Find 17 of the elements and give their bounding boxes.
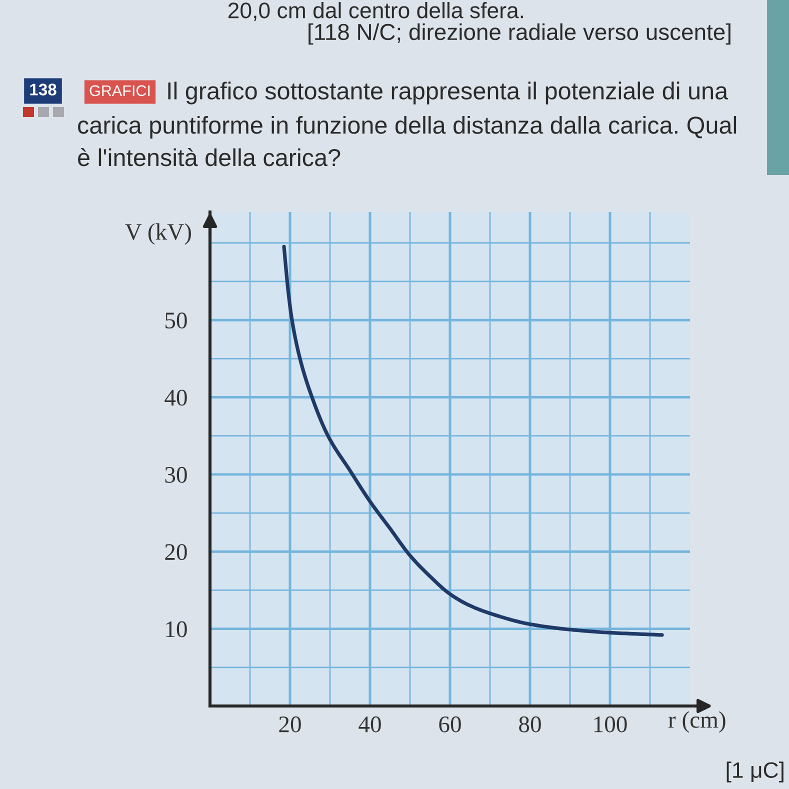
y-axis-title: V (kV) (125, 223, 191, 245)
text: [1 μC] (726, 762, 784, 782)
x-tick-label: 20 (279, 716, 301, 732)
text: [118 N/C; direzione radiale verso uscente] (308, 23, 730, 45)
text: 20,0 cm dal centro della sfera. (228, 2, 523, 21)
y-tick-label: 20 (165, 544, 187, 560)
y-tick-label: 10 (166, 621, 187, 638)
x-tick-label: 60 (439, 716, 461, 732)
x-axis-title: r (cm) (668, 711, 726, 733)
y-tick-label: 40 (164, 390, 187, 406)
text: 138 (30, 84, 56, 96)
y-tick-label: 50 (166, 312, 187, 328)
chart-title: GRAFICI Il grafico sottostante rappresenta il potenziale di una carica puntiforme in funzione della distanza dalla carica. Qual è l'intensità della carica? (78, 82, 736, 166)
x-tick-label: 100 (594, 716, 627, 732)
y-tick-label: 30 (165, 466, 187, 483)
x-tick-label: 80 (519, 716, 541, 732)
x-tick-label: 40 (358, 716, 381, 732)
